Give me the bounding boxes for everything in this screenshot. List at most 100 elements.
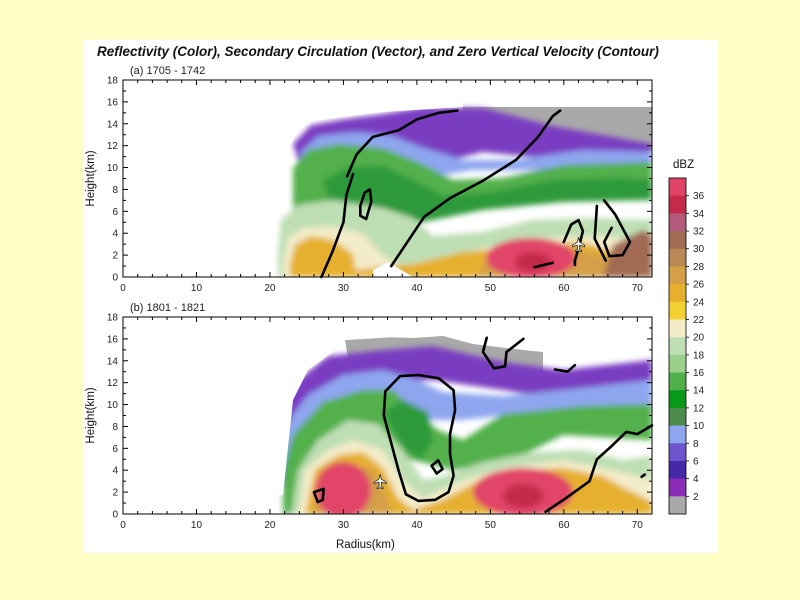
figure-title: Reflectivity (Color), Secondary Circulat… [97, 44, 659, 59]
x-tick-label: 40 [411, 283, 423, 294]
y-tick-label: 14 [107, 356, 119, 367]
colorbar-label: 4 [693, 474, 699, 485]
x-tick-label: 70 [632, 520, 644, 531]
reflectivity-core-b2-inner [503, 484, 543, 508]
colorbar-label: 26 [693, 280, 705, 291]
colorbar-label: 24 [693, 297, 705, 308]
colorbar-label: 20 [693, 333, 705, 344]
reflectivity-figure: Reflectivity (Color), Secondary Circulat… [85, 44, 705, 551]
colorbar-label: 30 [693, 244, 705, 255]
zero-w-contour-a-2 [389, 109, 562, 268]
aircraft-icon [373, 474, 387, 490]
y-tick-label: 18 [107, 313, 119, 324]
y-tick-label: 6 [112, 444, 118, 455]
reflectivity-darkgreen [383, 400, 433, 460]
colorbar-swatch [669, 231, 686, 250]
y-tick-label: 0 [112, 273, 118, 284]
y-tick-label: 10 [107, 400, 119, 411]
colorbar-swatch [669, 301, 686, 320]
y-tick-label: 14 [107, 119, 119, 130]
y-tick-label: 0 [112, 510, 118, 521]
figure-panel: Reflectivity (Color), Secondary Circulat… [83, 40, 718, 553]
zero-w-contour-b-2 [312, 487, 325, 504]
x-tick-label: 20 [264, 283, 276, 294]
aircraft-marker-b [373, 474, 387, 490]
x-tick-label: 0 [120, 520, 126, 531]
colorbar-label: 16 [693, 368, 705, 379]
x-tick-label: 10 [191, 283, 203, 294]
colorbar-label: 6 [693, 456, 699, 467]
x-tick-label: 60 [558, 283, 570, 294]
colorbar-swatch [669, 319, 686, 338]
panel-b-zero-w-contours [312, 336, 654, 514]
panel-a-axes: 0 10 20 30 40 50 60 70 0 2 4 6 8 10 12 14 16 18 Height(km) [85, 76, 653, 294]
x-tick-label: 50 [485, 283, 497, 294]
panel-a-reflectivity-field [123, 80, 652, 277]
reflectivity-green [283, 390, 652, 514]
y-tick-label: 8 [112, 185, 118, 196]
zero-w-contour-a-4 [562, 218, 585, 267]
x-tick-label: 40 [411, 520, 423, 531]
zero-w-contour-a-6 [593, 204, 608, 262]
y-tick-label: 8 [112, 422, 118, 433]
zero-w-contour-a-5 [602, 199, 632, 258]
x-tick-label: 70 [632, 283, 644, 294]
dbz-colorbar: dBZ 36 34 32 30 28 26 24 22 20 18 16 14 12 10 8 6 4 2 [668, 159, 705, 515]
zero-w-contour-b-6 [640, 473, 647, 479]
colorbar-swatch [669, 266, 686, 285]
y-tick-label: 16 [107, 334, 119, 345]
panel-a-zero-w-contours [320, 109, 632, 279]
panel-a-label: (a) 1705 - 1742 [130, 65, 205, 77]
zero-w-contour-b-4 [553, 363, 577, 374]
y-tick-label: 2 [112, 251, 118, 262]
reflectivity-core-a-inner [515, 252, 551, 272]
colorbar-swatch [669, 390, 686, 409]
y-tick-label: 4 [112, 229, 118, 240]
x-tick-label: 10 [191, 520, 203, 531]
colorbar-label: 14 [693, 386, 705, 397]
panel-b-axes: 0 10 20 30 40 50 60 70 0 2 4 6 8 10 12 14 16 18 Height(km) [85, 313, 653, 531]
y-tick-label: 2 [112, 488, 118, 499]
colorbar-swatch [669, 248, 686, 267]
y-tick-label: 4 [112, 466, 118, 477]
y-axis-title: Height(km) [85, 387, 97, 443]
y-tick-label: 10 [107, 163, 119, 174]
colorbar-swatch [669, 496, 686, 515]
panel-b-reflectivity-field [123, 317, 652, 514]
aircraft-icon [572, 237, 585, 253]
colorbar-label: 10 [693, 421, 705, 432]
colorbar-swatch [669, 372, 686, 391]
colorbar-swatch [669, 460, 686, 479]
colorbar-label: 12 [693, 403, 705, 414]
zero-w-contour-a-0 [345, 109, 459, 178]
zero-w-contour-a-3 [358, 188, 373, 221]
colorbar-label: 36 [693, 191, 705, 202]
panel-b-label: (b) 1801 - 1821 [130, 302, 205, 314]
colorbar-label: 22 [693, 315, 705, 326]
y-axis-title: Height(km) [85, 150, 97, 206]
aircraft-marker-a [572, 237, 585, 253]
y-tick-label: 12 [107, 378, 119, 389]
x-tick-label: 60 [558, 520, 570, 531]
colorbar-label: 32 [693, 227, 705, 238]
zero-w-contour-a-1 [320, 172, 355, 279]
colorbar-swatch [669, 354, 686, 373]
colorbar-label: 8 [693, 439, 699, 450]
colorbar-title: dBZ [673, 159, 694, 171]
colorbar-swatch [669, 425, 686, 444]
colorbar-label: 34 [693, 209, 705, 220]
colorbar-label: 18 [693, 350, 705, 361]
x-axis-title: Radius(km) [336, 539, 395, 551]
colorbar-swatch [669, 284, 686, 303]
colorbar-swatch [669, 178, 686, 196]
zero-w-contour-b-1 [481, 336, 525, 370]
colorbar-swatch [669, 478, 686, 497]
x-tick-label: 0 [120, 283, 126, 294]
zero-w-contour-b-0 [382, 373, 457, 503]
colorbar-frame [668, 177, 687, 515]
y-tick-label: 12 [107, 141, 119, 152]
panel-b: (b) 1801 - 1821 [85, 302, 654, 551]
y-tick-label: 6 [112, 207, 118, 218]
colorbar-label: 2 [693, 492, 699, 503]
reflectivity-core-b1 [315, 462, 371, 514]
